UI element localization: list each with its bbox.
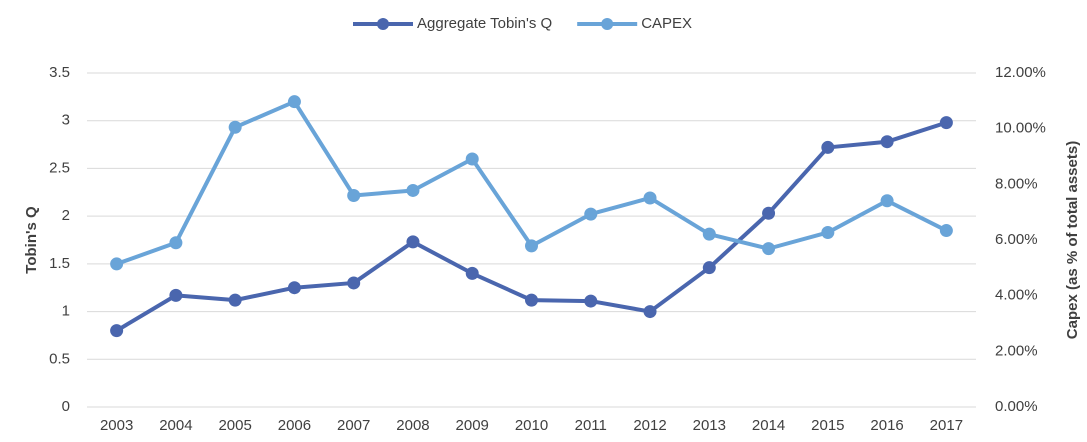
y-tick-label: 0.5 — [49, 350, 70, 367]
legend-marker — [601, 18, 614, 30]
y2-tick-label: 12.00% — [995, 64, 1046, 81]
y-tick-label: 1 — [62, 303, 70, 320]
x-tick-label: 2012 — [633, 417, 666, 434]
point — [287, 95, 301, 109]
point — [465, 152, 479, 166]
y-tick-label: 3.5 — [49, 64, 70, 81]
point — [347, 188, 361, 202]
x-tick-label: 2004 — [159, 417, 192, 434]
point — [228, 293, 242, 307]
y-tick-label: 0 — [62, 398, 70, 415]
point — [880, 194, 894, 208]
point — [406, 235, 420, 249]
x-tick-label: 2014 — [752, 417, 785, 434]
x-tick-label: 2017 — [930, 417, 963, 434]
x-tick-label: 2005 — [218, 417, 251, 434]
point — [347, 276, 361, 290]
point — [465, 266, 479, 280]
y-tick-label: 1.5 — [49, 255, 70, 272]
point — [525, 239, 538, 253]
point — [287, 281, 301, 295]
x-tick-label: 2016 — [870, 417, 903, 434]
y-axis-title: Tobin's Q — [23, 206, 40, 274]
point — [643, 305, 657, 319]
legend-marker — [377, 18, 389, 30]
point — [702, 227, 716, 241]
legend-label: CAPEX — [641, 15, 692, 32]
y2-axis-title: Capex (as % of total assets) — [1064, 141, 1081, 339]
point — [525, 293, 538, 307]
point — [939, 224, 953, 238]
y-tick-label: 3 — [62, 112, 70, 129]
point — [169, 288, 183, 302]
x-tick-label: 2010 — [515, 417, 548, 434]
point — [880, 135, 894, 149]
y2-tick-label: 2.00% — [995, 342, 1038, 359]
y2-tick-label: 0.00% — [995, 398, 1038, 415]
point — [228, 120, 242, 134]
point — [939, 116, 953, 130]
y2-tick-label: 10.00% — [995, 120, 1046, 137]
x-tick-label: 2009 — [456, 417, 489, 434]
point — [110, 257, 124, 271]
point — [110, 324, 124, 338]
point — [821, 140, 835, 154]
point — [584, 207, 598, 221]
x-tick-label: 2011 — [575, 417, 607, 434]
y-tick-label: 2.5 — [49, 159, 70, 176]
y2-tick-label: 8.00% — [995, 175, 1038, 192]
point — [643, 191, 657, 205]
point — [169, 236, 183, 250]
point — [762, 206, 776, 220]
x-tick-label: 2015 — [811, 417, 844, 434]
point — [406, 183, 420, 197]
x-tick-label: 2007 — [337, 417, 370, 434]
legend-label: Aggregate Tobin's Q — [417, 15, 552, 32]
x-tick-label: 2013 — [693, 417, 726, 434]
y-tick-label: 2 — [62, 207, 70, 224]
point — [762, 242, 776, 256]
point — [821, 225, 835, 239]
point — [702, 261, 716, 275]
x-tick-label: 2003 — [100, 417, 133, 434]
x-tick-label: 2008 — [396, 417, 429, 434]
y2-tick-label: 6.00% — [995, 231, 1038, 248]
y2-tick-label: 4.00% — [995, 287, 1038, 304]
point — [584, 294, 598, 308]
x-tick-label: 2006 — [278, 417, 311, 434]
